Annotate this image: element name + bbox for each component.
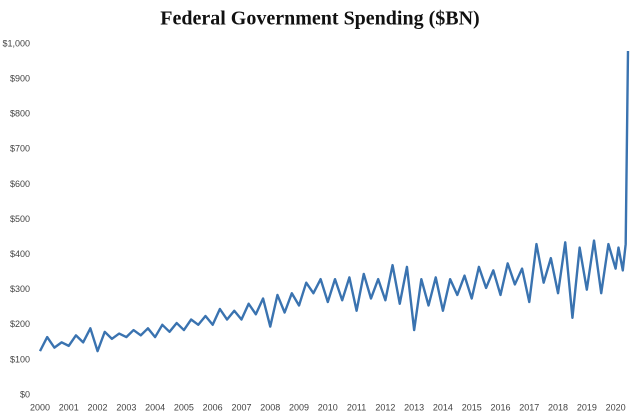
x-tick-label: 2011 xyxy=(347,402,366,412)
x-tick-label: 2012 xyxy=(375,402,395,412)
y-tick-label: $400 xyxy=(10,249,30,259)
x-tick-label: 2013 xyxy=(404,402,424,412)
x-tick-label: 2015 xyxy=(462,402,482,412)
y-tick-label: $100 xyxy=(10,354,30,364)
x-tick-label: 2019 xyxy=(577,402,597,412)
x-tick-label: 2002 xyxy=(88,402,108,412)
x-tick-label: 2000 xyxy=(30,402,50,412)
y-tick-label: $1,000 xyxy=(2,38,30,48)
y-tick-label: $300 xyxy=(10,284,30,294)
x-tick-label: 2004 xyxy=(145,402,165,412)
y-tick-label: $500 xyxy=(10,214,30,224)
x-tick-label: 2008 xyxy=(260,402,280,412)
x-tick-label: 2006 xyxy=(203,402,223,412)
chart-title: Federal Government Spending ($BN) xyxy=(160,8,479,30)
x-tick-label: 2005 xyxy=(174,402,194,412)
x-tick-label: 2001 xyxy=(59,402,79,412)
y-tick-label: $800 xyxy=(10,109,30,119)
x-tick-label: 2014 xyxy=(433,402,453,412)
x-tick-label: 2016 xyxy=(490,402,510,412)
x-tick-label: 2017 xyxy=(519,402,539,412)
y-tick-label: $600 xyxy=(10,179,30,189)
y-tick-label: $700 xyxy=(10,144,30,154)
y-tick-label: $200 xyxy=(10,319,30,329)
series-line xyxy=(38,51,630,353)
x-tick-label: 2003 xyxy=(116,402,136,412)
x-tick-label: 2020 xyxy=(606,402,626,412)
x-tick-label: 2009 xyxy=(289,402,309,412)
y-tick-label: $900 xyxy=(10,73,30,83)
x-tick-label: 2010 xyxy=(318,402,338,412)
x-tick-label: 2007 xyxy=(231,402,251,412)
y-tick-label: $0 xyxy=(20,389,30,399)
x-tick-label: 2018 xyxy=(548,402,568,412)
